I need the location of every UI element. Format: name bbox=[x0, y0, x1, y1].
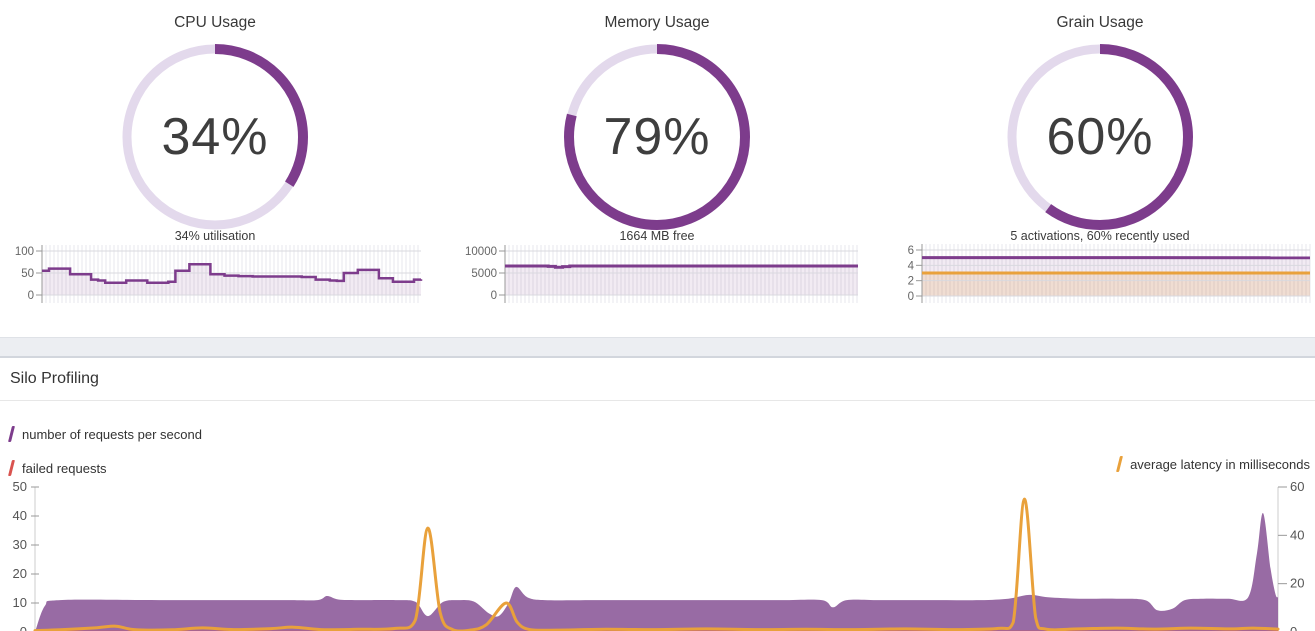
failed-series-mark bbox=[8, 460, 15, 476]
svg-text:40: 40 bbox=[1290, 527, 1304, 542]
svg-text:50: 50 bbox=[13, 479, 27, 494]
svg-text:40: 40 bbox=[13, 508, 27, 523]
section-separator bbox=[0, 337, 1315, 358]
grain-sparkline-chart: 0 2 4 6 bbox=[908, 244, 1311, 303]
svg-text:50: 50 bbox=[21, 268, 34, 280]
svg-text:10000: 10000 bbox=[465, 246, 497, 258]
svg-text:10: 10 bbox=[13, 595, 27, 610]
memory-gauge-subtitle: 1664 MB free bbox=[619, 229, 695, 243]
svg-text:4: 4 bbox=[908, 260, 915, 272]
svg-text:0: 0 bbox=[908, 291, 914, 303]
memory-donut-gauge bbox=[564, 44, 750, 230]
legend-failed-label: failed requests bbox=[22, 460, 107, 476]
legend-requests-label: number of requests per second bbox=[22, 426, 202, 442]
silo-profiling-chart: 0 10 20 30 40 50 0 20 40 60 bbox=[13, 479, 1304, 631]
silo-profiling-panel: Silo Profiling number of requests per se… bbox=[0, 358, 1315, 631]
svg-text:5000: 5000 bbox=[471, 268, 497, 280]
grain-gauge-title: Grain Usage bbox=[1056, 14, 1144, 31]
memory-gauge-title: Memory Usage bbox=[604, 14, 710, 31]
memory-sparkline-chart: 0 5000 10000 bbox=[465, 245, 858, 303]
memory-gauge-value: 79% bbox=[603, 108, 711, 166]
legend-average-latency: average latency in milliseconds bbox=[1116, 455, 1310, 473]
cpu-gauge-subtitle: 34% utilisation bbox=[174, 229, 256, 243]
svg-text:0: 0 bbox=[491, 290, 497, 302]
svg-text:20: 20 bbox=[13, 566, 27, 581]
svg-text:6: 6 bbox=[908, 245, 914, 257]
svg-text:0: 0 bbox=[1290, 624, 1297, 631]
svg-text:0: 0 bbox=[28, 290, 34, 302]
grain-gauge-subtitle: 5 activations, 60% recently used bbox=[1010, 229, 1190, 243]
legend-requests-per-second: number of requests per second bbox=[8, 425, 202, 443]
grain-donut-gauge bbox=[1007, 44, 1193, 230]
cpu-gauge-title: CPU Usage bbox=[174, 14, 256, 31]
legend-failed-requests: failed requests bbox=[8, 459, 107, 477]
latency-series-mark bbox=[1116, 456, 1124, 472]
svg-text:0: 0 bbox=[20, 624, 27, 631]
legend-latency-label: average latency in milliseconds bbox=[1130, 456, 1310, 472]
cpu-donut-gauge bbox=[122, 44, 308, 230]
requests-series-mark bbox=[8, 426, 15, 442]
silo-profiling-title: Silo Profiling bbox=[10, 370, 99, 387]
cpu-sparkline-chart: 0 50 100 bbox=[15, 245, 423, 303]
cpu-gauge-value: 34% bbox=[161, 108, 269, 166]
gauges-panel: CPU Usage 34% 34% utilisation 0 50 100 Mem… bbox=[14, 14, 1311, 303]
svg-text:60: 60 bbox=[1290, 479, 1304, 494]
svg-text:30: 30 bbox=[13, 537, 27, 552]
grain-gauge-value: 60% bbox=[1046, 108, 1154, 166]
svg-text:20: 20 bbox=[1290, 576, 1304, 591]
svg-text:100: 100 bbox=[15, 246, 34, 258]
silo-profiling-header: Silo Profiling bbox=[0, 358, 1315, 401]
svg-text:2: 2 bbox=[908, 276, 914, 288]
